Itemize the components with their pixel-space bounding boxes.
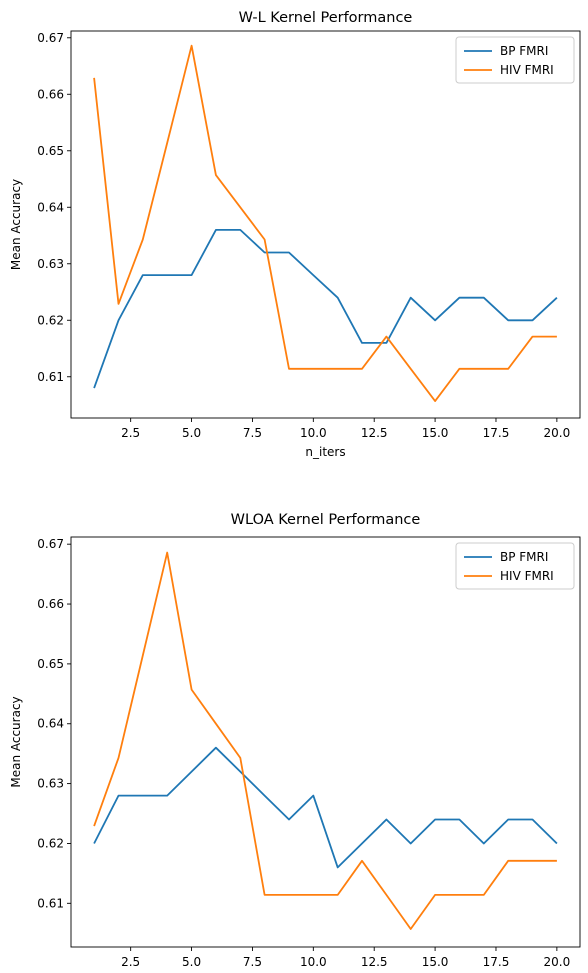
y-tick-label: 0.64 (37, 717, 64, 731)
y-tick-label: 0.67 (37, 31, 64, 45)
x-tick-label: 10.0 (300, 426, 327, 440)
series-line-bp-fmri (93, 746, 558, 869)
legend: BP FMRI HIV FMRI (455, 542, 575, 590)
legend: BP FMRI HIV FMRI (455, 36, 575, 84)
chart-title: WLOA Kernel Performance (231, 512, 421, 528)
y-tick-label: 0.61 (37, 896, 64, 910)
x-tick-label: 17.5 (483, 426, 510, 440)
y-tick-label: 0.67 (37, 537, 64, 551)
x-tick-label: 12.5 (361, 426, 388, 440)
legend-label: BP FMRI (500, 44, 548, 58)
x-tick-label: 15.0 (422, 426, 449, 440)
legend-label: HIV FMRI (500, 569, 554, 583)
y-tick-label: 0.65 (37, 657, 64, 671)
legend-label: BP FMRI (500, 550, 548, 564)
chart-panel-1: W-L Kernel Performance 2.5 5.0 7.5 10.0 12.5 1… (9, 10, 581, 459)
x-axis-label: n_iters (305, 445, 345, 459)
y-tick-label: 0.61 (37, 370, 64, 384)
series-line-bp-fmri (93, 228, 558, 389)
x-tick-label: 12.5 (361, 955, 388, 969)
x-tick-label: 5.0 (182, 426, 201, 440)
y-tick-label: 0.62 (37, 313, 64, 327)
plot-frame (70, 30, 581, 419)
x-tick-label: 20.0 (544, 426, 571, 440)
series-line-hiv-fmri (93, 551, 557, 930)
series-line-hiv-fmri (93, 44, 557, 403)
legend-box (455, 542, 575, 590)
y-tick-label: 0.65 (37, 144, 64, 158)
y-tick-label: 0.63 (37, 777, 64, 791)
legend-label: HIV FMRI (500, 63, 554, 77)
y-tick-label: 0.66 (37, 87, 64, 101)
chart-panel-2: WLOA Kernel Performance 2.5 5.0 7.5 10.0 12.5… (9, 512, 581, 969)
y-axis-label: Mean Accuracy (9, 696, 23, 787)
y-tick-label: 0.63 (37, 257, 64, 271)
x-tick-label: 7.5 (243, 955, 262, 969)
chart-title: W-L Kernel Performance (239, 10, 413, 26)
x-tick-label: 2.5 (121, 426, 140, 440)
x-tick-label: 7.5 (243, 426, 262, 440)
y-tick-label: 0.62 (37, 836, 64, 850)
y-tick-label: 0.64 (37, 200, 64, 214)
x-tick-label: 20.0 (544, 955, 571, 969)
x-tick-label: 10.0 (300, 955, 327, 969)
plot-frame (70, 536, 581, 948)
x-tick-label: 15.0 (422, 955, 449, 969)
x-tick-label: 17.5 (483, 955, 510, 969)
y-tick-label: 0.66 (37, 597, 64, 611)
x-tick-label: 2.5 (121, 955, 140, 969)
y-axis-label: Mean Accuracy (9, 179, 23, 270)
x-tick-label: 5.0 (182, 955, 201, 969)
legend-box (455, 36, 575, 84)
